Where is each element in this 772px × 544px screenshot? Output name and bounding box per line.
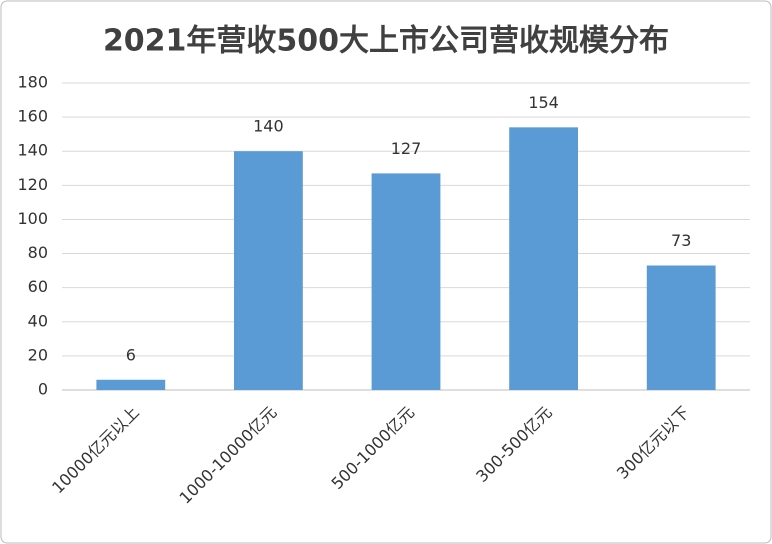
y-tick-label: 160	[17, 107, 48, 126]
data-label: 154	[528, 93, 559, 112]
bar	[234, 151, 303, 390]
bar	[646, 265, 716, 390]
y-tick-label: 100	[17, 209, 48, 228]
data-label: 6	[126, 345, 136, 364]
bar	[371, 173, 441, 390]
y-tick-label: 180	[17, 73, 48, 92]
data-label: 127	[391, 139, 422, 158]
data-label: 140	[253, 117, 284, 136]
data-label: 73	[671, 231, 691, 250]
y-tick-label: 40	[28, 311, 48, 330]
chart-title: 2021年营收500大上市公司营收规模分布	[103, 24, 669, 59]
y-tick-label: 0	[38, 380, 48, 399]
y-tick-label: 80	[28, 243, 48, 262]
bar	[96, 379, 166, 390]
bar	[509, 127, 578, 390]
y-tick-label: 120	[17, 175, 48, 194]
y-tick-label: 140	[17, 141, 48, 160]
y-tick-label: 20	[28, 345, 48, 364]
y-tick-label: 60	[28, 277, 48, 296]
